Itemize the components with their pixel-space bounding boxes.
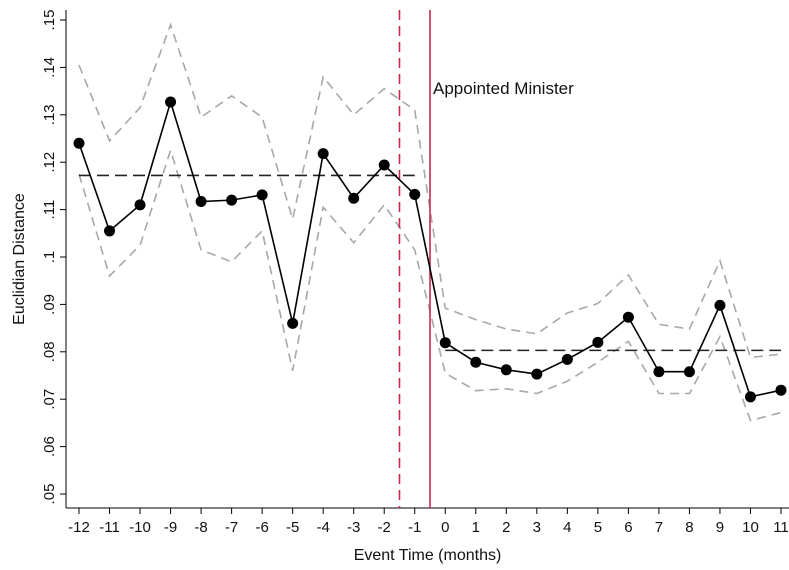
x-tick-label: 2 <box>502 519 510 536</box>
x-tick-label: -6 <box>255 519 268 536</box>
data-point <box>622 311 634 323</box>
x-tick-label: 8 <box>685 519 693 536</box>
x-tick-label: -10 <box>129 519 151 536</box>
data-point <box>470 356 482 368</box>
data-point <box>653 366 665 378</box>
y-tick-label: .09 <box>41 294 58 315</box>
x-tick-label: 7 <box>655 519 663 536</box>
x-tick-label: 1 <box>472 519 480 536</box>
x-tick-label: -8 <box>194 519 207 536</box>
data-point <box>256 189 268 201</box>
y-tick-label: .12 <box>41 152 58 173</box>
data-point <box>500 364 512 376</box>
data-point <box>592 336 604 348</box>
x-tick-label: -7 <box>225 519 238 536</box>
y-tick-label: .06 <box>41 436 58 457</box>
x-tick-label: 6 <box>624 519 632 536</box>
data-point <box>287 317 299 329</box>
data-point <box>439 337 451 349</box>
data-point <box>73 137 85 149</box>
data-point <box>561 353 573 365</box>
y-tick-label: .1 <box>41 251 58 264</box>
data-point <box>775 384 787 396</box>
x-tick-label: 3 <box>533 519 541 536</box>
x-axis-title: Event Time (months) <box>354 547 502 564</box>
x-tick-label: -1 <box>408 519 421 536</box>
data-point <box>409 188 421 200</box>
data-point <box>683 366 695 378</box>
data-point <box>104 225 116 237</box>
ci-line-upper_ci <box>78 22 782 359</box>
y-tick-label: .14 <box>41 57 58 78</box>
x-tick-label: 5 <box>594 519 602 536</box>
x-tick-label: -9 <box>164 519 177 536</box>
y-tick-label: .08 <box>41 341 58 362</box>
data-point <box>165 96 177 108</box>
y-tick-label: .11 <box>41 200 58 220</box>
x-tick-label: -4 <box>317 519 330 536</box>
x-tick-label: 9 <box>716 519 724 536</box>
data-point <box>195 196 207 208</box>
x-tick-label: -5 <box>286 519 299 536</box>
data-point <box>714 299 726 311</box>
x-tick-label: -12 <box>68 519 90 536</box>
x-tick-label: 4 <box>563 519 571 536</box>
x-tick-label: 11 <box>773 519 789 536</box>
data-point <box>378 159 390 171</box>
y-tick-label: .07 <box>41 389 58 410</box>
x-tick-label: 0 <box>441 519 449 536</box>
y-tick-label: .15 <box>41 10 58 31</box>
y-tick-label: .13 <box>41 104 58 125</box>
x-tick-label: -2 <box>378 519 391 536</box>
data-point <box>226 194 238 206</box>
data-point <box>317 148 329 160</box>
y-tick-label: .05 <box>41 484 58 505</box>
data-point <box>134 199 146 211</box>
x-tick-label: -3 <box>347 519 360 536</box>
x-tick-label: -11 <box>99 519 120 536</box>
data-point <box>744 391 756 403</box>
annotation-appointed-minister: Appointed Minister <box>433 79 574 98</box>
data-point <box>348 192 360 204</box>
x-tick-label: 10 <box>742 519 759 536</box>
y-axis-title: Euclidian Distance <box>11 193 28 325</box>
data-point <box>531 368 543 380</box>
